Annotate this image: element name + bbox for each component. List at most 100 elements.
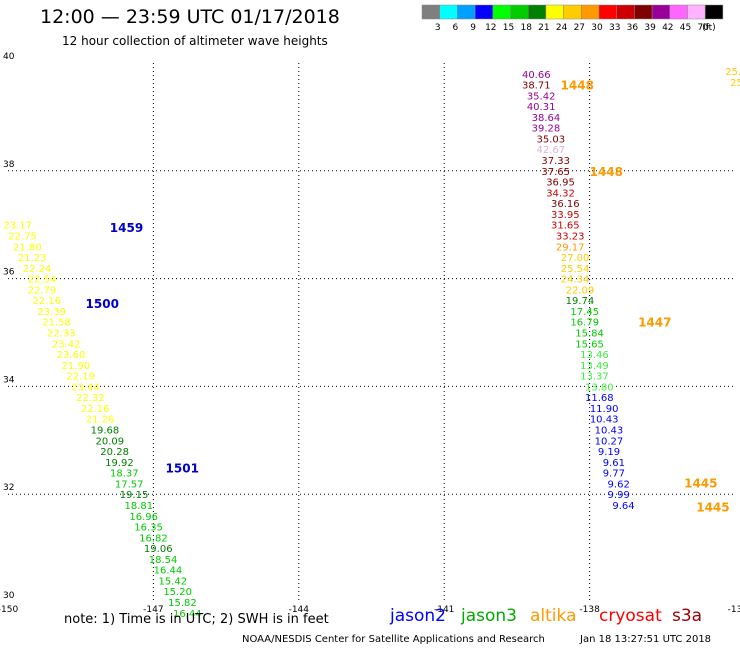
wave-height-value: 22.24	[23, 264, 52, 275]
wave-height-value: 21.80	[13, 242, 42, 253]
wave-height-value: 22.54	[28, 275, 57, 286]
pass-time-label: 1501	[166, 461, 199, 475]
wave-height-value: 36.95	[546, 178, 575, 189]
wave-height-value: 10.27	[595, 436, 624, 447]
colorbar-swatch	[704, 4, 724, 20]
wave-height-value: 37.65	[541, 167, 570, 178]
lat-tick-label: 30	[3, 591, 15, 601]
wave-height-value: 16.44	[154, 566, 183, 577]
wave-height-value: 15.84	[575, 329, 604, 340]
lon-tick-label: -147	[143, 605, 163, 615]
colorbar-swatch	[581, 4, 600, 20]
wave-height-value: 10.43	[595, 426, 624, 437]
colorbar-swatch	[634, 4, 653, 20]
wave-height-value: 20.28	[100, 447, 129, 458]
pass-time-label: 1445	[684, 476, 717, 490]
wave-height-value: 35.03	[537, 134, 566, 145]
wave-height-value: 36.16	[551, 199, 580, 210]
colorbar-swatch	[616, 4, 635, 20]
colorbar-swatch	[492, 4, 511, 20]
wave-height-value: 9.61	[603, 458, 625, 469]
colorbar-label: 33	[609, 23, 620, 33]
lat-tick-label: 34	[3, 375, 15, 385]
colorbar-swatch	[474, 4, 494, 20]
colorbar-swatch	[545, 4, 564, 20]
wave-height-value: 13.37	[580, 372, 609, 383]
lon-tick-label: -150	[0, 605, 18, 615]
satellite-jason3: jason3	[461, 606, 517, 626]
wave-height-value: 16.44	[173, 609, 202, 620]
wave-height-value: 18.54	[149, 555, 178, 566]
wave-height-value: 24.34	[561, 275, 590, 286]
lat-tick-label: 40	[3, 52, 15, 62]
wave-height-value: 19.15	[120, 490, 149, 501]
wave-height-value: 40.66	[522, 70, 551, 81]
satellite-altika: altika	[530, 606, 577, 626]
colorbar-label: 45	[680, 23, 691, 33]
wave-height-value: 21.58	[42, 318, 71, 329]
colorbar-swatch	[457, 4, 476, 20]
colorbar-label: 15	[503, 23, 514, 33]
wave-height-value: 9.77	[603, 469, 625, 480]
lat-tick-label: 32	[3, 483, 14, 493]
wave-height-value: 42.67	[537, 145, 566, 156]
wave-height-value: 35.42	[527, 91, 556, 102]
wave-height-value: 15.65	[575, 339, 604, 350]
colorbar-swatch	[669, 4, 688, 20]
wave-height-value: 23.39	[37, 307, 66, 318]
lat-tick-label: 38	[3, 160, 15, 170]
wave-height-value: 9.64	[612, 501, 634, 512]
pass-time-label: 1448	[561, 79, 594, 93]
wave-height-value: 22.19	[66, 372, 95, 383]
colorbar-label: 30	[591, 23, 603, 33]
wave-height-value: 34.32	[546, 188, 575, 199]
colorbar-label: 27	[574, 23, 585, 33]
lon-tick-label: -144	[289, 605, 310, 615]
wave-height-value: 25.	[725, 67, 740, 78]
colorbar-label: 9	[470, 23, 476, 33]
wave-height-value: 19.06	[144, 544, 173, 555]
wave-height-value: 17.57	[115, 479, 144, 490]
wave-height-value: 23.42	[52, 339, 81, 350]
colorbar-label: 6	[453, 23, 459, 33]
footer-note: note: 1) Time is in UTC; 2) SWH is in fe…	[64, 612, 329, 627]
wave-height-value: 29.17	[556, 242, 585, 253]
wave-height-value: 9.62	[608, 479, 630, 490]
satellite-cryosat: cryosat	[599, 606, 662, 626]
wave-height-value: 33.95	[551, 210, 580, 221]
colorbar-label: 21	[538, 23, 549, 33]
wave-height-value: 17.45	[570, 307, 599, 318]
wave-height-value: 9.19	[598, 447, 620, 458]
wave-height-value: 19.68	[91, 426, 120, 437]
satellite-jason2: jason2	[390, 606, 446, 626]
map-axes: -150 -147 -144 -141 -138 -13 40 38 36 34 32 30	[0, 52, 740, 615]
pass-time-label: 1500	[86, 297, 119, 311]
colorbar-swatch	[421, 4, 440, 20]
wave-height-value: 40.31	[527, 102, 556, 113]
lon-tick-label: -138	[579, 605, 600, 615]
wave-height-value: 15.42	[158, 576, 187, 587]
footer-credit: NOAA/NESDIS Center for Satellite Applica…	[242, 634, 545, 645]
wave-height-value: 11.68	[585, 393, 614, 404]
wave-height-value: 16.35	[134, 523, 163, 534]
pass-time-label: 1448	[590, 165, 623, 179]
wave-height-value: 11.90	[590, 404, 619, 415]
wave-height-value: 22.75	[8, 231, 37, 242]
wave-height-value: 9.99	[608, 490, 630, 501]
wave-height-value: 21.90	[62, 361, 91, 372]
wave-height-value: 13.46	[580, 350, 609, 361]
wave-height-value: 16.96	[129, 512, 158, 523]
colorbar-label: 3	[435, 23, 441, 33]
lon-tick-label: -141	[434, 605, 454, 615]
pass-time-label: 1447	[638, 316, 671, 330]
colorbar-swatch	[527, 4, 547, 20]
satellite-s3a: s3a	[672, 606, 703, 626]
map-grid	[8, 63, 735, 602]
colorbar-swatch	[687, 4, 706, 20]
wave-height-value: 20.09	[95, 436, 124, 447]
wave-height-value: 19.92	[105, 458, 134, 469]
colorbar-label: 42	[662, 23, 673, 33]
wave-height-value: 27.00	[561, 253, 590, 264]
colorbar-swatch	[598, 4, 617, 20]
